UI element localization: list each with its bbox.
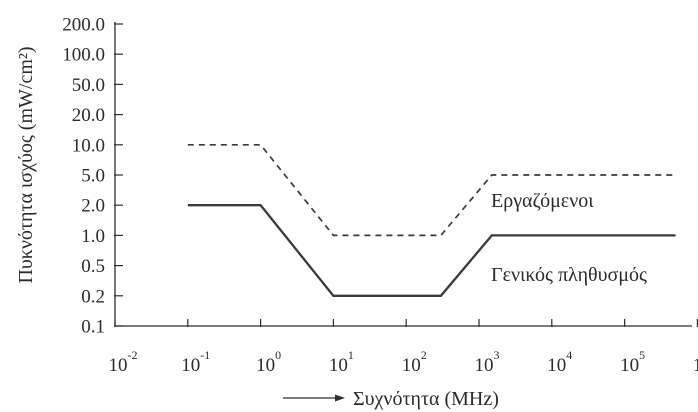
x-axis-title: Συχνότητα (MHz): [353, 388, 499, 410]
x-tick-label: 10-2: [109, 348, 138, 376]
annotation-workers: Εργαζόμενοι: [491, 190, 594, 212]
x-tick-label: 104: [547, 348, 572, 376]
x-tick-label: 100: [256, 348, 281, 376]
series-line-general-population: [187, 204, 676, 297]
y-tick-label: 20.0: [72, 105, 105, 126]
y-tick-label: 0.2: [81, 286, 105, 307]
y-tick-label: 1.0: [81, 226, 105, 247]
y-axis: 0.1 0.2 0.5 1.0 2.0 5.0 10.0 20.0 50.0 100.0 200.0: [62, 15, 123, 338]
y-tick-label: 200.0: [62, 15, 105, 36]
y-tick-label: 50.0: [72, 75, 105, 96]
series-group: [187, 143, 676, 297]
x-axis-title-group: Συχνότητα (MHz): [283, 388, 499, 410]
x-tick-label: 103: [475, 348, 500, 376]
y-tick-label: 100.0: [62, 45, 105, 66]
y-tick-label: 2.0: [81, 196, 105, 217]
annotation-general-population: Γενικός πληθυσμός: [491, 264, 647, 286]
y-tick-label: 5.0: [81, 166, 105, 187]
x-tick-label: 106: [693, 348, 698, 376]
series-line-workers: [187, 143, 676, 237]
y-tick-label: 0.1: [81, 317, 105, 338]
x-axis-arrow-head: [335, 394, 345, 402]
x-tick-label: 105: [620, 348, 645, 376]
x-tick-label: 10-1: [181, 348, 210, 376]
y-tick-label: 10.0: [72, 135, 105, 156]
y-axis-title: Πυκνότητα ισχύος (mW/cm²): [15, 46, 37, 283]
x-tick-label: 101: [329, 348, 354, 376]
x-axis: 10-2 10-1 100 101 102 103 104 105 106: [109, 319, 698, 376]
y-tick-label: 0.5: [81, 256, 105, 277]
x-tick-label: 102: [402, 348, 427, 376]
